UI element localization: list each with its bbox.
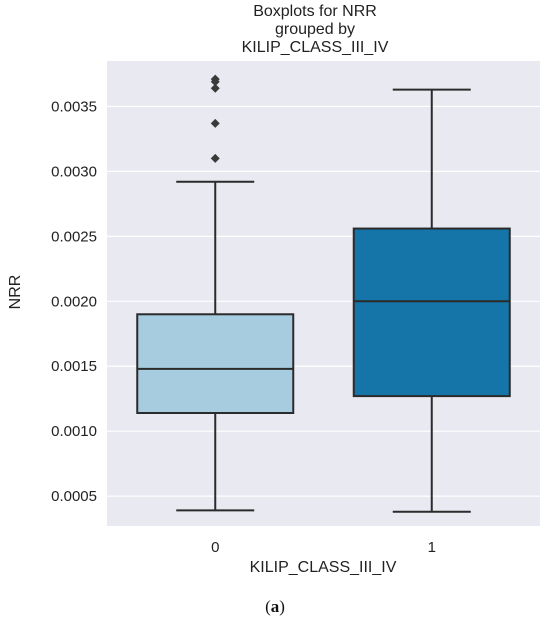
- outlier-point: [210, 153, 220, 163]
- outlier-point: [210, 83, 220, 93]
- y-tick-label: 0.0035: [51, 98, 97, 115]
- y-tick-label: 0.0025: [51, 228, 97, 245]
- outlier-point: [210, 118, 220, 128]
- y-tick-label: 0.0020: [51, 293, 97, 310]
- y-tick-label: 0.0030: [51, 163, 97, 180]
- y-axis-label: NRR: [7, 275, 24, 310]
- y-tick-labels: 0.0005 0.0010 0.0015 0.0020 0.0025 0.0030 0.00…: [51, 98, 97, 505]
- chart-title-line-2: grouped by: [275, 21, 355, 38]
- y-tick-label: 0.0015: [51, 358, 97, 375]
- iqr-box: [136, 313, 295, 414]
- figure-caption: (a): [265, 597, 285, 616]
- caption-close: ): [279, 597, 285, 616]
- box-group-1: [352, 88, 511, 513]
- chart-title-line-1: Boxplots for NRR: [253, 3, 377, 20]
- y-tick-label: 0.0005: [51, 488, 97, 505]
- chart-title-line-3: KILIP_CLASS_III_IV: [242, 39, 389, 56]
- y-tick-label: 0.0010: [51, 423, 97, 440]
- caption-open: (: [265, 597, 271, 616]
- outlier-point: [210, 77, 220, 87]
- x-tick-label: 0: [211, 539, 219, 556]
- x-tick-label: 1: [428, 539, 436, 556]
- iqr-box: [352, 227, 511, 398]
- caption-letter: a: [271, 597, 280, 616]
- x-axis-label: KILIP_CLASS_III_IV: [250, 559, 397, 576]
- box-group-0: [136, 74, 295, 512]
- boxes: [136, 74, 511, 513]
